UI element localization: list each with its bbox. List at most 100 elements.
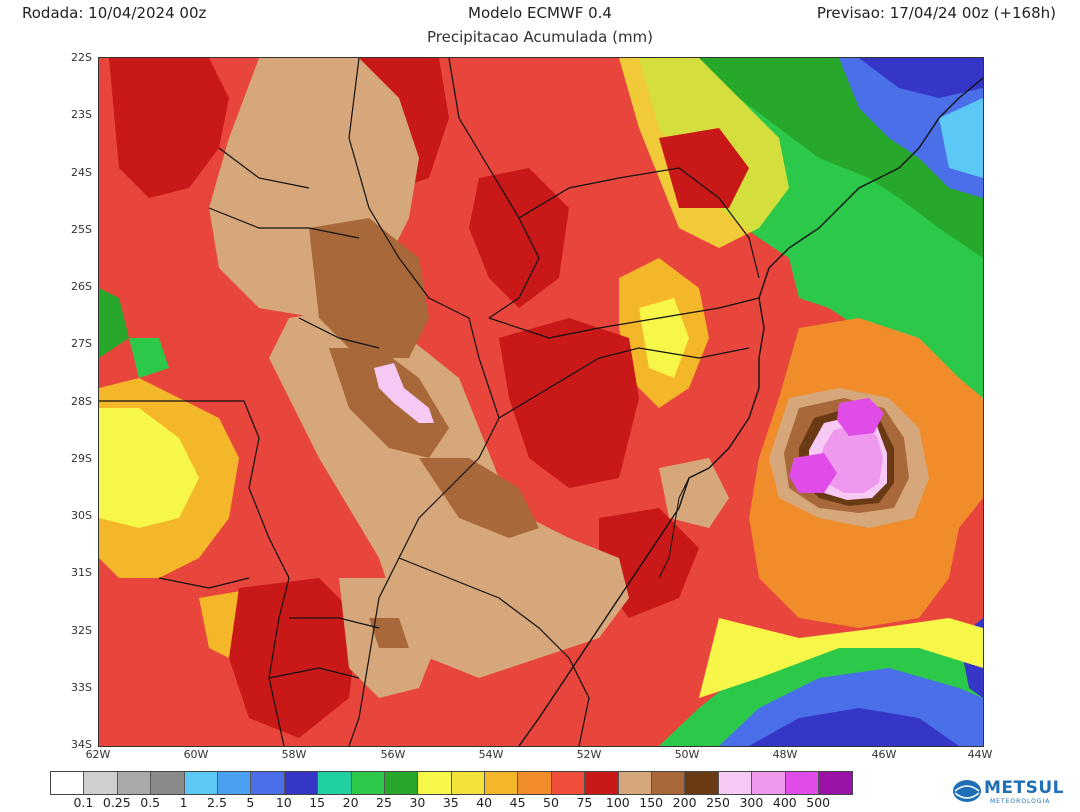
lat-label-34s: 34S — [71, 738, 92, 751]
lon-label-60w: 60W — [183, 748, 209, 761]
legend-swatch — [652, 772, 686, 794]
legend-label: 200 — [672, 795, 697, 810]
yellow-patch-center — [639, 298, 689, 378]
legend-swatch — [785, 772, 819, 794]
legend-label: 100 — [605, 795, 630, 810]
legend-label: 300 — [739, 795, 764, 810]
legend-swatch — [151, 772, 185, 794]
lon-label-44w: 44W — [967, 748, 993, 761]
brown-zone-mid — [329, 348, 449, 458]
offshore-purple-core-west — [789, 453, 837, 493]
lat-label-22s: 22S — [71, 51, 92, 64]
legend-swatch — [818, 772, 853, 794]
legend-swatch — [384, 772, 419, 794]
legend-label: 30 — [409, 795, 426, 810]
yellow-band-south — [699, 618, 983, 698]
map-subtitle: Precipitacao Acumulada (mm) — [426, 28, 654, 46]
legend-swatch — [51, 772, 85, 794]
lat-label-25s: 25S — [71, 223, 92, 236]
west-yellow-zone — [99, 408, 199, 528]
legend-swatch — [351, 772, 385, 794]
legend-swatch — [84, 772, 118, 794]
lagoon-outline — [658, 477, 690, 579]
metsul-logo: METSUL METEOROLOGIA — [950, 776, 1075, 808]
lat-label-24s: 24S — [71, 166, 92, 179]
brown-zone-center — [419, 458, 539, 538]
legend-swatch — [251, 772, 285, 794]
legend-swatch — [217, 772, 252, 794]
precipitation-map — [98, 57, 984, 747]
legend-label: 150 — [639, 795, 664, 810]
legend-label: 35 — [442, 795, 459, 810]
west-green-zone — [99, 288, 129, 358]
ocean-deep-blue-zone — [859, 58, 983, 98]
legend-label: 10 — [275, 795, 292, 810]
precipitation-legend — [50, 771, 854, 795]
globe-icon — [953, 780, 981, 802]
lat-label-29s: 29S — [71, 452, 92, 465]
lon-label-62w: 62W — [85, 748, 111, 761]
brown-zone-north — [309, 218, 429, 358]
lon-label-58w: 58W — [281, 748, 307, 761]
pink-spot-center — [374, 363, 434, 423]
dark-red-northwest — [109, 58, 229, 198]
dark-red-center — [499, 318, 639, 488]
legend-label: 40 — [476, 795, 493, 810]
legend-label: 250 — [706, 795, 730, 810]
lon-label-54w: 54W — [478, 748, 504, 761]
brown-spot-south — [369, 618, 409, 648]
coastline — [518, 77, 983, 746]
dark-red-north-east — [659, 128, 749, 208]
run-date-label: Rodada: 10/04/2024 00z — [22, 4, 207, 22]
lat-label-30s: 30S — [71, 509, 92, 522]
lon-label-50w: 50W — [674, 748, 700, 761]
logo-tagline: METEOROLOGIA — [990, 798, 1051, 805]
west-green-spot — [129, 338, 169, 378]
lat-label-31s: 31S — [71, 566, 92, 579]
legend-swatch — [585, 772, 619, 794]
legend-label: 5 — [246, 795, 255, 810]
ocean-cyan-zone — [939, 98, 983, 178]
lon-label-52w: 52W — [576, 748, 602, 761]
lat-label-28s: 28S — [71, 395, 92, 408]
legend-swatch — [718, 772, 753, 794]
lon-label-48w: 48W — [772, 748, 798, 761]
legend-label: 20 — [342, 795, 359, 810]
lon-label-56w: 56W — [380, 748, 406, 761]
legend-swatch — [551, 772, 586, 794]
precipitation-map-graphic — [99, 58, 983, 746]
legend-label: 500 — [806, 795, 831, 810]
offshore-purple-core-north — [837, 398, 884, 436]
legend-swatch — [418, 772, 452, 794]
lon-label-46w: 46W — [871, 748, 897, 761]
legend-label: 2.5 — [207, 795, 227, 810]
lat-label-27s: 27S — [71, 337, 92, 350]
lat-label-33s: 33S — [71, 681, 92, 694]
legend-swatch — [518, 772, 552, 794]
legend-label: 0.5 — [140, 795, 161, 810]
legend-swatch — [685, 772, 719, 794]
legend-label: 25 — [376, 795, 392, 810]
legend-swatch — [318, 772, 352, 794]
forecast-date-label: Previsao: 17/04/24 00z (+168h) — [816, 4, 1056, 22]
lat-label-23s: 23S — [71, 108, 92, 121]
legend-swatch — [752, 772, 786, 794]
legend-label: 0.25 — [102, 795, 131, 810]
legend-label: 1 — [179, 795, 188, 810]
logo-name: METSUL — [984, 778, 1065, 798]
legend-swatch — [485, 772, 519, 794]
lat-label-26s: 26S — [71, 280, 92, 293]
legend-label: 50 — [543, 795, 559, 810]
legend-swatch — [117, 772, 152, 794]
legend-label: 0.1 — [73, 795, 94, 810]
legend-label: 75 — [576, 795, 593, 810]
south-ocean-deep-blue — [749, 708, 959, 746]
legend-label: 400 — [772, 795, 797, 810]
legend-swatch — [184, 772, 218, 794]
legend-swatch — [618, 772, 653, 794]
legend-label: 45 — [509, 795, 526, 810]
legend-swatch — [284, 772, 319, 794]
lat-label-32s: 32S — [71, 624, 92, 637]
model-title: Modelo ECMWF 0.4 — [468, 4, 612, 22]
legend-label: 15 — [309, 795, 326, 810]
